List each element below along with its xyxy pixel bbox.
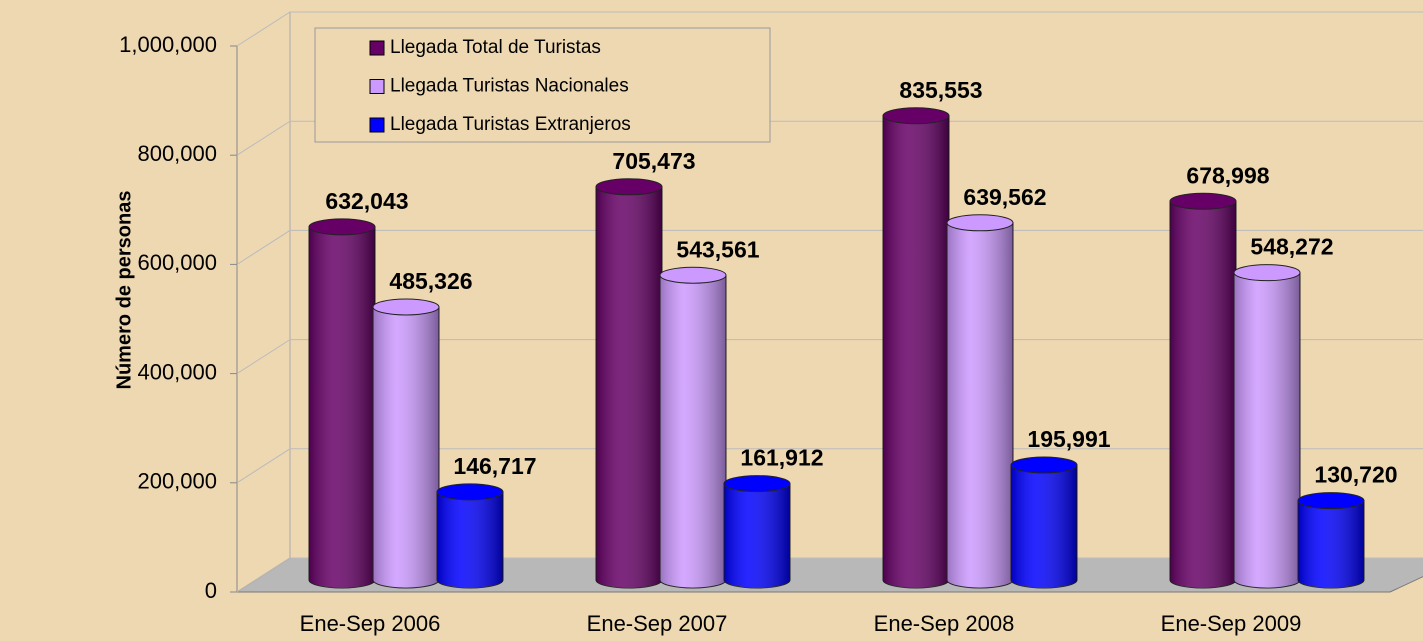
value-label: 632,043 xyxy=(325,188,408,214)
bar xyxy=(946,214,1014,589)
bar-shade xyxy=(947,222,1013,589)
value-label: 146,717 xyxy=(453,453,536,479)
bar xyxy=(659,266,727,589)
legend-swatch xyxy=(369,117,385,133)
bar-shade xyxy=(724,483,790,588)
x-tick-label: Ene-Sep 2009 xyxy=(1161,611,1302,636)
bar xyxy=(1169,192,1237,589)
bar-top xyxy=(946,214,1014,232)
bar-shade xyxy=(309,226,375,588)
bar-shade xyxy=(437,491,503,588)
bar xyxy=(1010,456,1078,589)
value-label: 543,561 xyxy=(676,236,759,262)
y-tick-label: 600,000 xyxy=(137,250,217,275)
grid-line xyxy=(236,229,1423,265)
bar-top xyxy=(308,218,376,236)
value-label: 485,326 xyxy=(389,268,472,294)
grid-line xyxy=(236,11,1423,47)
bar-top xyxy=(372,298,440,316)
x-tick-label: Ene-Sep 2007 xyxy=(587,611,728,636)
y-tick-label: 0 xyxy=(205,578,217,603)
grid-line xyxy=(236,120,1423,156)
y-tick-label: 400,000 xyxy=(137,359,217,384)
bar xyxy=(595,178,663,589)
value-label: 705,473 xyxy=(612,148,695,174)
bar xyxy=(372,298,440,589)
bar-shade xyxy=(660,275,726,588)
bar-top xyxy=(595,178,663,196)
bar-shade xyxy=(373,307,439,588)
bar-top xyxy=(1233,264,1301,282)
bar-shade xyxy=(596,186,662,588)
legend-label: Llegada Turistas Nacionales xyxy=(390,76,629,97)
bar-shade xyxy=(883,115,949,589)
x-tick-label: Ene-Sep 2006 xyxy=(300,611,441,636)
bar-shade xyxy=(1234,272,1300,588)
bar-top xyxy=(1297,492,1365,510)
value-label: 678,998 xyxy=(1186,162,1269,188)
legend-label: Llegada Turistas Extranjeros xyxy=(390,114,631,135)
value-label: 130,720 xyxy=(1314,462,1397,488)
value-label: 639,562 xyxy=(963,184,1046,210)
legend-label: Llegada Total de Turistas xyxy=(390,37,601,58)
y-tick-label: 1,000,000 xyxy=(119,32,217,57)
bar-shade xyxy=(1298,500,1364,588)
grid-line xyxy=(236,339,1423,375)
legend-swatch xyxy=(369,79,385,94)
bar-top xyxy=(436,483,504,501)
legend-swatch xyxy=(369,40,385,56)
bar xyxy=(1233,264,1301,589)
value-label: 195,991 xyxy=(1027,426,1110,452)
bar xyxy=(436,483,504,589)
x-tick-label: Ene-Sep 2008 xyxy=(874,611,1015,636)
bar-top xyxy=(1010,456,1078,474)
legend-box xyxy=(314,27,771,143)
value-label: 548,272 xyxy=(1250,234,1333,260)
bar-top xyxy=(882,107,950,125)
bar-top xyxy=(1169,192,1237,210)
y-tick-label: 200,000 xyxy=(137,469,217,494)
bar-shade xyxy=(1170,201,1236,588)
value-label: 161,912 xyxy=(740,445,823,471)
bar xyxy=(882,107,950,589)
bar xyxy=(1297,492,1365,589)
grid-line xyxy=(236,448,1423,484)
bar xyxy=(308,218,376,589)
bar-top xyxy=(723,475,791,493)
bar xyxy=(723,475,791,589)
value-label: 835,553 xyxy=(899,77,982,103)
y-axis-title: Número de personas xyxy=(113,191,135,390)
y-tick-label: 800,000 xyxy=(137,141,217,166)
bar-top xyxy=(659,266,727,284)
bar-shade xyxy=(1011,464,1077,588)
